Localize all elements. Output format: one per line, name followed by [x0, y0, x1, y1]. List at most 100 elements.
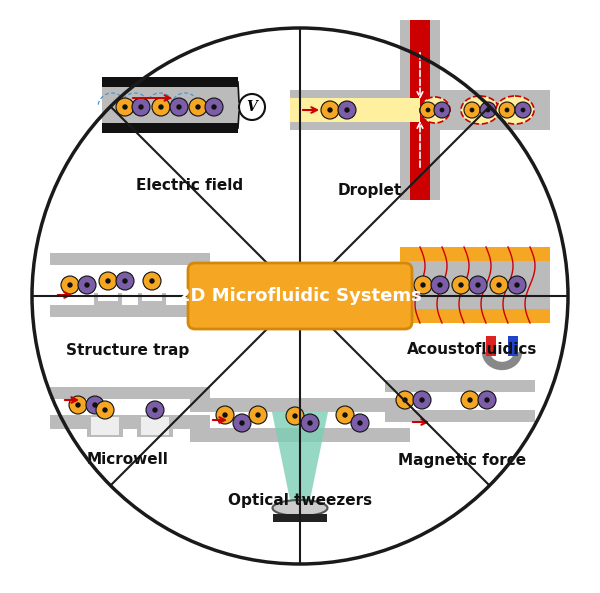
- Bar: [400, 247, 550, 261]
- Circle shape: [132, 98, 150, 116]
- Circle shape: [413, 391, 431, 409]
- Circle shape: [508, 276, 526, 294]
- Circle shape: [437, 282, 443, 288]
- Circle shape: [189, 98, 207, 116]
- Circle shape: [86, 396, 104, 414]
- Polygon shape: [272, 412, 328, 500]
- Bar: [400, 261, 550, 309]
- Circle shape: [420, 282, 426, 288]
- Circle shape: [301, 414, 319, 432]
- Circle shape: [116, 98, 134, 116]
- Circle shape: [344, 107, 350, 113]
- Bar: [98, 293, 118, 301]
- Bar: [385, 380, 535, 392]
- Circle shape: [469, 276, 487, 294]
- Circle shape: [96, 401, 114, 419]
- Bar: [508, 336, 518, 356]
- Circle shape: [196, 104, 200, 110]
- Bar: [102, 77, 238, 87]
- Bar: [190, 428, 410, 442]
- Circle shape: [286, 407, 304, 425]
- Text: Structure trap: Structure trap: [67, 343, 190, 358]
- Bar: [50, 415, 210, 429]
- Circle shape: [92, 402, 98, 408]
- Circle shape: [342, 412, 348, 417]
- Circle shape: [152, 98, 170, 116]
- Bar: [94, 293, 122, 305]
- Bar: [138, 293, 166, 305]
- Circle shape: [440, 107, 445, 113]
- Bar: [102, 123, 238, 133]
- Text: Magnetic force: Magnetic force: [398, 452, 526, 467]
- Bar: [141, 417, 169, 435]
- Circle shape: [146, 401, 164, 419]
- Ellipse shape: [272, 500, 328, 516]
- Circle shape: [490, 276, 508, 294]
- Circle shape: [480, 102, 496, 118]
- Circle shape: [431, 276, 449, 294]
- Circle shape: [434, 102, 450, 118]
- Circle shape: [170, 98, 188, 116]
- Circle shape: [470, 107, 475, 113]
- Bar: [400, 309, 550, 323]
- Circle shape: [143, 272, 161, 290]
- Circle shape: [205, 98, 223, 116]
- Text: Droplet: Droplet: [338, 183, 402, 197]
- Circle shape: [475, 282, 481, 288]
- Circle shape: [102, 407, 108, 413]
- Circle shape: [67, 282, 73, 288]
- Circle shape: [152, 407, 158, 413]
- Circle shape: [496, 282, 502, 288]
- Circle shape: [420, 102, 436, 118]
- Circle shape: [116, 272, 134, 290]
- Bar: [102, 87, 238, 123]
- Circle shape: [336, 406, 354, 424]
- Text: Optical tweezers: Optical tweezers: [228, 493, 372, 508]
- Circle shape: [61, 276, 79, 294]
- Bar: [290, 98, 420, 122]
- Circle shape: [419, 397, 425, 403]
- Circle shape: [461, 391, 479, 409]
- Circle shape: [307, 420, 313, 426]
- Circle shape: [216, 406, 234, 424]
- FancyBboxPatch shape: [188, 263, 412, 329]
- Bar: [400, 20, 440, 200]
- Text: Microwell: Microwell: [87, 452, 169, 467]
- Circle shape: [84, 282, 90, 288]
- Bar: [190, 398, 410, 412]
- Circle shape: [358, 420, 362, 426]
- Circle shape: [321, 101, 339, 119]
- Circle shape: [351, 414, 369, 432]
- Bar: [50, 265, 210, 305]
- Circle shape: [69, 396, 87, 414]
- Circle shape: [211, 104, 217, 110]
- Circle shape: [464, 102, 480, 118]
- Circle shape: [467, 397, 473, 403]
- Circle shape: [292, 413, 298, 419]
- Circle shape: [485, 107, 490, 113]
- Circle shape: [76, 402, 80, 408]
- Circle shape: [149, 278, 155, 283]
- Bar: [50, 387, 210, 399]
- Circle shape: [338, 101, 356, 119]
- Bar: [91, 417, 119, 435]
- Circle shape: [78, 276, 96, 294]
- Text: Electric field: Electric field: [136, 177, 244, 193]
- Circle shape: [256, 412, 260, 417]
- Circle shape: [233, 414, 251, 432]
- Circle shape: [521, 107, 526, 113]
- Text: 2D Microfluidic Systems: 2D Microfluidic Systems: [178, 287, 422, 305]
- Circle shape: [396, 391, 414, 409]
- Ellipse shape: [461, 96, 499, 124]
- Circle shape: [403, 397, 408, 403]
- Circle shape: [425, 107, 430, 113]
- Bar: [50, 253, 210, 265]
- Circle shape: [484, 397, 490, 403]
- Circle shape: [515, 102, 531, 118]
- Bar: [137, 415, 173, 437]
- Bar: [273, 514, 327, 522]
- Circle shape: [249, 406, 267, 424]
- Circle shape: [122, 278, 128, 283]
- Circle shape: [478, 391, 496, 409]
- Bar: [87, 415, 123, 437]
